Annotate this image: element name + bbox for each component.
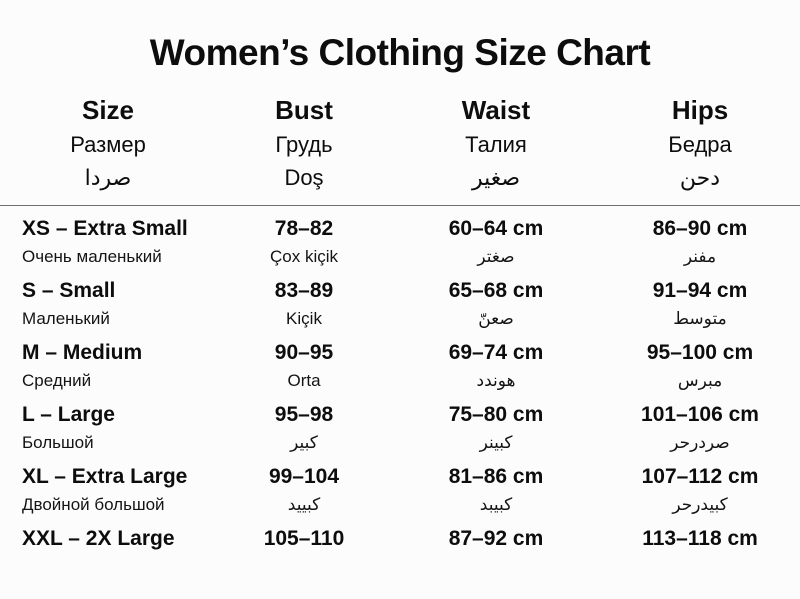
bust-cell: 105–110 (216, 524, 392, 554)
waist-cell: 60–64 cm صغتر (392, 214, 600, 270)
hips-sublabel: كبيدرحر (672, 495, 728, 514)
hips-sublabel: صردرحر (670, 433, 730, 452)
bust-value: 99–104 (268, 465, 340, 488)
hips-value: 91–94 cm (652, 279, 748, 302)
waist-sublabel: هوندد (476, 371, 516, 390)
bust-sublabel: Kiçik (286, 309, 322, 328)
column-header-waist-ar: صغير (471, 165, 521, 190)
waist-value: 81–86 cm (448, 465, 544, 488)
size-cell: XL – Extra Large Двойной большой (0, 462, 216, 518)
size-label: XS – Extra Small (22, 217, 188, 240)
column-header-hips-ru: Бедра (668, 132, 732, 157)
column-header-size-en: Size (81, 95, 135, 125)
waist-cell: 81–86 cm كبيبد (392, 462, 600, 518)
table-row: XS – Extra Small Очень маленький 78–82 Ç… (0, 214, 800, 270)
column-header-waist-ru: Талия (465, 132, 527, 157)
size-cell: XXL – 2X Large (0, 524, 216, 554)
hips-value: 95–100 cm (646, 341, 754, 364)
size-sublabel: Двойной большой (22, 495, 165, 514)
size-cell: S – Small Маленький (0, 276, 216, 332)
bust-value: 90–95 (274, 341, 334, 364)
header-divider (0, 205, 800, 206)
waist-value: 69–74 cm (448, 341, 544, 364)
waist-sublabel: كبينر (479, 433, 513, 452)
hips-cell: 86–90 cm مفنر (600, 214, 800, 270)
size-label: L – Large (22, 403, 115, 426)
table-row: M – Medium Средний 90–95 Orta 69–74 cm ه… (0, 338, 800, 394)
column-header-waist-en: Waist (461, 95, 531, 125)
hips-value: 107–112 cm (641, 465, 759, 488)
waist-cell: 75–80 cm كبينر (392, 400, 600, 456)
waist-value: 65–68 cm (448, 279, 544, 302)
hips-cell: 113–118 cm (600, 524, 800, 554)
waist-value: 75–80 cm (448, 403, 544, 426)
column-header-waist: Waist Талия صغير (392, 92, 600, 195)
waist-value: 60–64 cm (448, 217, 544, 240)
hips-cell: 107–112 cm كبيدرحر (600, 462, 800, 518)
hips-value: 101–106 cm (641, 403, 759, 426)
size-label: XXL – 2X Large (22, 527, 175, 550)
bust-cell: 99–104 كبييد (216, 462, 392, 518)
bust-sublabel: كبييد (287, 495, 321, 514)
size-label: M – Medium (22, 341, 143, 364)
page-title: Women’s Clothing Size Chart (149, 32, 651, 73)
column-header-bust-ru: Грудь (275, 132, 333, 157)
bust-value: 105–110 (263, 527, 345, 550)
bust-value: 95–98 (274, 403, 334, 426)
waist-value: 87–92 cm (448, 527, 544, 550)
table-row: L – Large Большой 95–98 كبير 75–80 cm كب… (0, 400, 800, 456)
size-label: XL – Extra Large (22, 465, 188, 488)
size-cell: XS – Extra Small Очень маленький (0, 214, 216, 270)
size-sublabel: Очень маленький (22, 247, 162, 266)
hips-value: 113–118 cm (642, 527, 758, 550)
bust-sublabel: Çox kiçik (269, 247, 338, 266)
size-cell: L – Large Большой (0, 400, 216, 456)
hips-cell: 91–94 cm متوسط (600, 276, 800, 332)
column-header-hips-ar: دحن (679, 165, 721, 190)
bust-value: 78–82 (274, 217, 334, 240)
hips-cell: 95–100 cm مبرس (600, 338, 800, 394)
waist-sublabel: كبيبد (479, 495, 513, 514)
waist-cell: 65–68 cm صعنّ (392, 276, 600, 332)
bust-value: 83–89 (274, 279, 334, 302)
waist-cell: 87–92 cm (392, 524, 600, 554)
column-header-size-ru: Размер (70, 132, 146, 157)
hips-value: 86–90 cm (652, 217, 748, 240)
hips-sublabel: مفنر (683, 247, 717, 266)
size-sublabel: Маленький (22, 309, 110, 328)
bust-cell: 95–98 كبير (216, 400, 392, 456)
hips-cell: 101–106 cm صردرحر (600, 400, 800, 456)
waist-sublabel: صغتر (477, 247, 515, 266)
table-row: XXL – 2X Large 105–110 87–92 cm 113–118 … (0, 524, 800, 554)
table-row: XL – Extra Large Двойной большой 99–104 … (0, 462, 800, 518)
column-header-bust: Bust Грудь Doş (216, 92, 392, 195)
table-row: S – Small Маленький 83–89 Kiçik 65–68 cm… (0, 276, 800, 332)
column-header-size: Size Размер صردا (0, 92, 216, 195)
size-cell: M – Medium Средний (0, 338, 216, 394)
column-header-hips-en: Hips (671, 95, 729, 125)
size-sublabel: Средний (22, 371, 92, 390)
bust-cell: 90–95 Orta (216, 338, 392, 394)
bust-cell: 83–89 Kiçik (216, 276, 392, 332)
table-header: Size Размер صردا Bust Грудь Doş Waist Та… (0, 92, 800, 195)
waist-sublabel: صعنّ (478, 309, 514, 328)
bust-sublabel: Orta (287, 371, 321, 390)
column-header-bust-ar: Doş (284, 165, 324, 190)
column-header-hips: Hips Бедра دحن (600, 92, 800, 195)
bust-sublabel: كبير (290, 433, 318, 452)
bust-cell: 78–82 Çox kiçik (216, 214, 392, 270)
column-header-size-ar: صردا (84, 165, 132, 190)
column-header-bust-en: Bust (275, 95, 333, 125)
waist-cell: 69–74 cm هوندد (392, 338, 600, 394)
hips-sublabel: مبرس (677, 371, 723, 390)
size-label: S – Small (22, 279, 116, 302)
hips-sublabel: متوسط (673, 309, 727, 328)
size-sublabel: Большой (22, 433, 94, 452)
